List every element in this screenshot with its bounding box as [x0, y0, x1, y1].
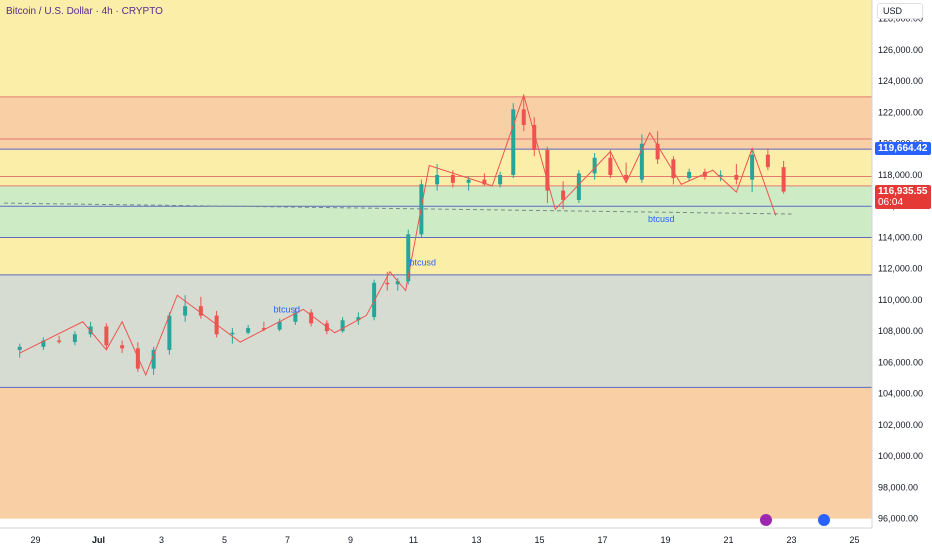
candle-up[interactable] [466, 179, 471, 183]
candle-up[interactable] [72, 334, 77, 343]
price-zone [0, 387, 872, 519]
candle-down[interactable] [450, 174, 455, 183]
y-tick-label: 114,000.00 [878, 232, 922, 242]
y-tick-label: 124,000.00 [878, 76, 923, 86]
candle-up[interactable] [639, 143, 644, 180]
x-tick-label: 3 [159, 535, 164, 545]
candle-up[interactable] [151, 349, 156, 369]
y-tick-label: 112,000.00 [878, 264, 922, 274]
candle-down[interactable] [521, 109, 526, 125]
candle-up[interactable] [435, 174, 440, 185]
price-badge-last: 116,935.55 06:04 [875, 184, 931, 209]
candle-down[interactable] [608, 157, 613, 175]
dashed-projection-line [3, 202, 792, 215]
candle-up[interactable] [356, 317, 361, 321]
x-tick-label: 29 [30, 535, 40, 545]
zigzag-pattern [19, 93, 777, 377]
candle-down[interactable] [135, 348, 140, 369]
last-price-value: 116,935.55 [878, 185, 928, 197]
price-badge-level: 119,664.42 [875, 142, 931, 156]
price-zone [0, 274, 872, 388]
candle-down[interactable] [532, 124, 537, 150]
candle-down[interactable] [385, 282, 390, 285]
candle-up[interactable] [511, 109, 516, 175]
x-tick-label: 5 [222, 535, 227, 545]
y-tick-label: 126,000.00 [878, 45, 923, 55]
y-tick-label: 100,000.00 [878, 451, 923, 461]
candle-down[interactable] [120, 345, 125, 349]
x-tick-label: 15 [534, 535, 544, 545]
x-tick-label: 21 [723, 535, 733, 545]
candle-up[interactable] [17, 346, 22, 350]
symbol-title: Bitcoin / U.S. Dollar · 4h · CRYPTO [6, 6, 163, 17]
candle-up[interactable] [88, 326, 93, 335]
lightning-event-icon[interactable] [760, 514, 772, 526]
price-axis[interactable] [872, 0, 932, 550]
y-tick-label: 104,000.00 [878, 389, 923, 399]
candle-down[interactable] [624, 174, 629, 180]
annotation-label: btcusd [648, 214, 675, 224]
candle-up[interactable] [293, 312, 298, 322]
annotation-label: btcusd [410, 258, 437, 268]
price-zone [0, 139, 872, 150]
candle-up[interactable] [592, 157, 597, 174]
price-zone [0, 185, 872, 238]
annotation-label: btcusd [274, 304, 301, 314]
candle-down[interactable] [561, 190, 566, 200]
time-axis[interactable] [0, 528, 872, 550]
candle-up[interactable] [167, 315, 172, 350]
candle-down[interactable] [309, 312, 314, 324]
candle-down[interactable] [765, 154, 770, 168]
candle-down[interactable] [104, 326, 109, 346]
candle-up[interactable] [230, 332, 235, 335]
candle-up[interactable] [340, 320, 345, 332]
y-tick-label: 106,000.00 [878, 357, 923, 367]
candle-up[interactable] [718, 174, 723, 177]
x-tick-label: 19 [660, 535, 670, 545]
y-tick-label: 98,000.00 [878, 482, 918, 492]
candle-down[interactable] [781, 167, 786, 192]
x-tick-label: 17 [597, 535, 607, 545]
y-tick-label: 96,000.00 [878, 514, 918, 524]
candle-up[interactable] [687, 171, 692, 179]
candle-up[interactable] [246, 328, 251, 333]
y-tick-label: 118,000.00 [878, 170, 922, 180]
x-tick-label: 9 [348, 535, 353, 545]
bar-countdown: 06:04 [878, 196, 904, 208]
candle-down[interactable] [482, 179, 487, 185]
x-tick-label: 25 [849, 535, 859, 545]
candle-up[interactable] [498, 174, 503, 185]
x-tick-label: 11 [409, 535, 418, 545]
candle-down[interactable] [734, 174, 739, 180]
y-tick-label: 122,000.00 [878, 107, 923, 117]
candle-up[interactable] [576, 173, 581, 200]
candle-down[interactable] [671, 159, 676, 179]
candle-down[interactable] [261, 328, 266, 330]
x-tick-label: 23 [786, 535, 796, 545]
x-tick-label: 13 [471, 535, 481, 545]
candle-up[interactable] [41, 340, 46, 347]
candle-up[interactable] [395, 281, 400, 285]
currency-button[interactable]: USD [877, 3, 923, 19]
price-zone [0, 0, 872, 97]
candle-down[interactable] [198, 306, 203, 316]
candle-up[interactable] [277, 321, 282, 330]
candle-down[interactable] [545, 149, 550, 191]
x-tick-label: Jul [92, 535, 105, 545]
y-tick-label: 108,000.00 [878, 326, 923, 336]
candle-up[interactable] [750, 154, 755, 180]
price-zone [0, 237, 872, 275]
x-tick-label: 7 [285, 535, 290, 545]
candle-up[interactable] [406, 234, 411, 282]
y-tick-label: 102,000.00 [878, 420, 923, 430]
candle-down[interactable] [57, 340, 62, 343]
y-tick-label: 110,000.00 [878, 295, 922, 305]
price-zone [0, 96, 872, 140]
candle-up[interactable] [183, 306, 188, 316]
candle-down[interactable] [655, 143, 660, 160]
us-flag-event-icon[interactable] [818, 514, 830, 526]
